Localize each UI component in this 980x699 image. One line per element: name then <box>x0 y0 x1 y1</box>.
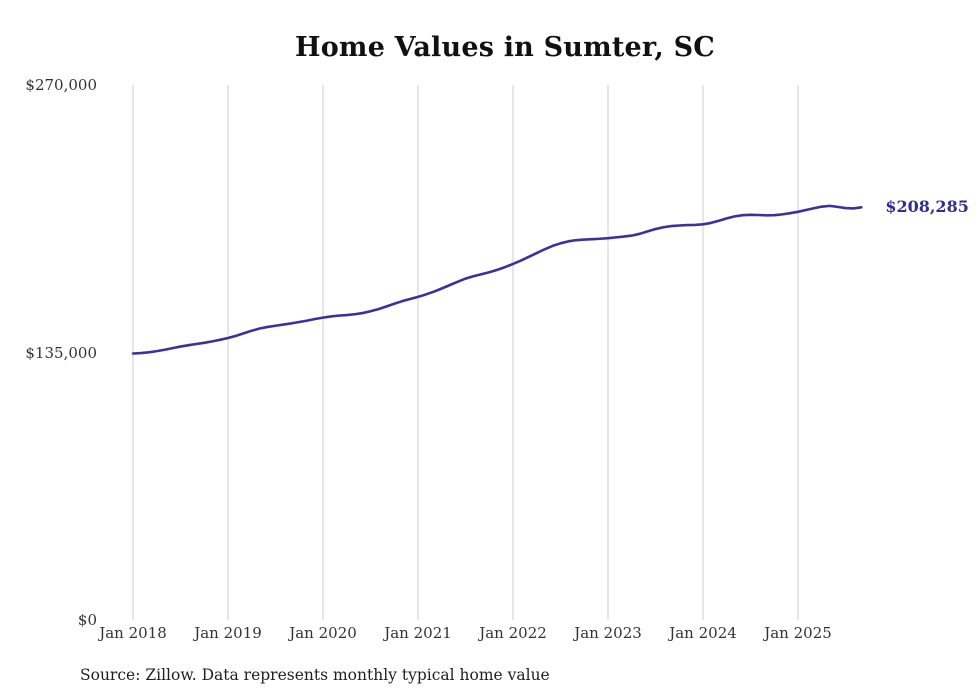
y-axis-tick-label: $0 <box>77 611 97 629</box>
x-axis-tick-label: Jan 2025 <box>764 624 832 642</box>
x-axis-tick-label: Jan 2024 <box>669 624 737 642</box>
source-note: Source: Zillow. Data represents monthly … <box>80 666 550 684</box>
x-axis-tick-label: Jan 2018 <box>99 624 167 642</box>
chart-title: Home Values in Sumter, SC <box>295 32 715 63</box>
home-value-series-line <box>131 204 863 355</box>
x-axis-tick-label: Jan 2022 <box>479 624 547 642</box>
end-value-label: $208,285 <box>885 197 969 217</box>
y-axis-tick-label: $135,000 <box>25 343 97 362</box>
x-axis-tick-label: Jan 2023 <box>574 624 642 642</box>
x-axis-tick-label: Jan 2019 <box>194 624 262 642</box>
x-axis-tick-label: Jan 2021 <box>384 624 452 642</box>
y-axis-tick-label: $270,000 <box>25 76 97 94</box>
x-axis-tick-label: Jan 2020 <box>289 624 357 642</box>
